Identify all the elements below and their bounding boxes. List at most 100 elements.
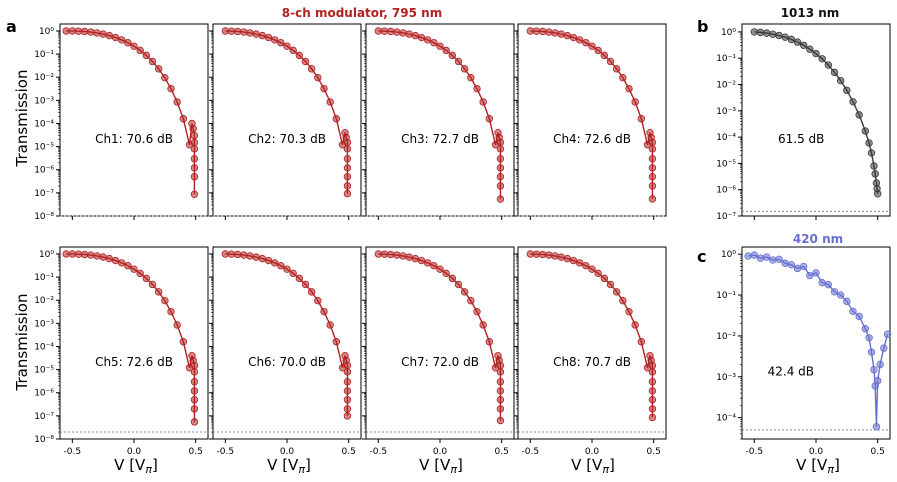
data-point [799,262,808,271]
xlabel-close: ] [834,456,840,474]
data-point [380,250,389,258]
data-point [606,280,615,289]
data-point [532,27,541,35]
xlabel-close: ] [305,456,311,474]
data-point [648,138,657,147]
data-point [190,387,199,395]
y-tick-label: 10⁻⁸ [34,212,54,222]
data-point [154,65,163,73]
data-point [105,254,114,263]
data-point [142,274,151,283]
x-tick-label: 0.5 [189,447,203,457]
data-point [307,288,316,296]
y-tick-label: 10⁻⁷ [34,412,54,422]
xlabel-col1: V [Vπ] [114,456,158,476]
data-point [744,252,752,260]
y-tick-label: 10⁻⁷ [34,189,54,199]
data-point [301,57,310,66]
data-point [258,31,267,40]
data-point [283,265,291,273]
data-point [386,250,395,259]
data-point [569,256,578,265]
data-point [496,182,505,190]
x-tick-label: -0.5 [370,447,388,457]
data-point [485,115,494,123]
data-point [289,46,297,55]
data-point [252,253,260,261]
data-point [264,33,273,42]
data-point [648,413,657,422]
data-point [167,84,175,93]
y-tick-label: 10⁻² [716,332,736,342]
xlabel-col4: V [Vπ] [571,456,615,476]
data-point [93,252,101,260]
data-point [343,164,352,172]
data-point [612,288,621,296]
xlabel-text: V [V [796,456,828,474]
y-tick-label: 10⁻⁶ [34,166,54,176]
xlabel-text: V [V [267,456,299,474]
y-tick-label: 10⁰ [39,250,54,260]
data-point [399,29,407,37]
data-point [246,29,254,37]
data-point [582,39,590,47]
data-point [277,39,285,47]
data-point [582,262,590,270]
data-point [631,98,639,106]
series-line [530,30,654,199]
data-point [787,261,796,269]
y-tick-label: 10⁻¹ [34,50,54,60]
chart-panel-Ch3: Ch3: 72.7 dB [362,23,515,220]
xlabel-sub: π [602,463,609,476]
data-point [756,254,765,262]
data-point [855,111,863,119]
svg-text:V [Vπ]: V [Vπ] [114,456,158,476]
data-point [637,115,646,123]
title-1013nm: 1013 nm [781,6,840,20]
data-point [479,321,487,329]
data-point [551,29,559,37]
data-point [496,387,505,395]
data-point [600,274,609,283]
data-point [775,255,783,264]
y-tick-label: 10⁻¹ [34,273,54,283]
y-tick-label: 10⁻³ [34,319,54,329]
data-point [417,256,426,265]
data-point [836,291,845,299]
series-line [225,30,349,194]
y-tick-label: 10⁻³ [34,96,54,106]
svg-text:V [Vπ]: V [Vπ] [267,456,311,476]
data-point [332,115,341,123]
y-tick-label: 10⁻⁵ [34,143,54,153]
y-tick-label: 10⁻⁴ [34,342,54,352]
data-point [374,250,383,258]
xlabel-text: V [V [419,456,451,474]
data-point [871,170,879,178]
data-point [270,36,279,44]
data-point [74,27,83,35]
data-point [648,387,657,395]
data-point [496,195,505,203]
data-point [648,145,657,153]
extinction-annotation: Ch4: 72.6 dB [553,132,631,146]
data-point [648,396,657,404]
data-point [374,27,383,35]
data-point [173,98,181,106]
data-point [423,36,432,44]
data-point [612,65,621,73]
extinction-annotation: Ch8: 70.7 dB [553,355,631,369]
data-point [454,280,463,289]
data-point [496,368,505,376]
data-point [849,307,857,316]
data-point [648,378,657,386]
data-point [648,361,657,370]
data-point [190,378,199,386]
svg-text:V [Vπ]: V [Vπ] [419,456,463,476]
series-line [66,30,196,195]
data-point [496,396,505,404]
data-point [190,164,199,172]
extinction-annotation: 42.4 dB [768,365,814,379]
data-point [479,98,487,106]
data-point [870,162,878,170]
xlabel-sub: π [827,463,834,476]
